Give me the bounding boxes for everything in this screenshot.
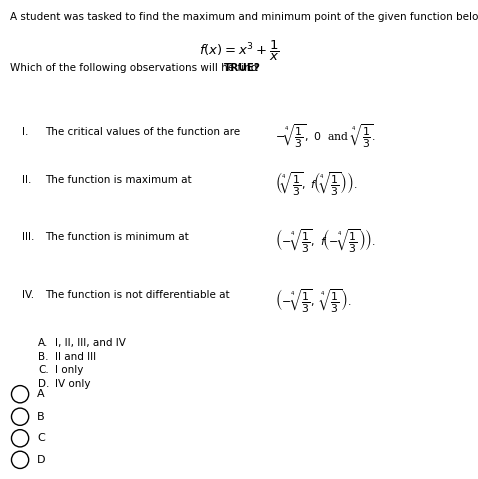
Text: IV.: IV. xyxy=(22,290,33,300)
Text: I.: I. xyxy=(22,127,28,137)
Text: The function is maximum at: The function is maximum at xyxy=(45,175,192,185)
Text: TRUE?: TRUE? xyxy=(224,63,261,73)
Text: I, II, III, and IV: I, II, III, and IV xyxy=(55,338,126,348)
Text: The function is minimum at: The function is minimum at xyxy=(45,232,189,242)
Text: The function is not differentiable at: The function is not differentiable at xyxy=(45,290,230,300)
Text: The critical values of the function are: The critical values of the function are xyxy=(45,127,240,137)
Text: III.: III. xyxy=(22,232,34,242)
Text: A: A xyxy=(37,389,45,399)
Text: Which of the following observations will he find: Which of the following observations will… xyxy=(10,63,260,73)
Text: II and III: II and III xyxy=(55,352,96,362)
Text: B.: B. xyxy=(38,352,49,362)
Text: $f(x) = x^3 + \dfrac{1}{x}$: $f(x) = x^3 + \dfrac{1}{x}$ xyxy=(199,39,279,63)
Text: II.: II. xyxy=(22,175,31,185)
Text: A student was tasked to find the maximum and minimum point of the given function: A student was tasked to find the maximum… xyxy=(10,12,478,22)
Text: B: B xyxy=(37,412,45,422)
Text: IV only: IV only xyxy=(55,379,90,389)
Text: I only: I only xyxy=(55,365,83,376)
Text: C.: C. xyxy=(38,365,49,376)
Text: D: D xyxy=(37,455,46,465)
Text: A.: A. xyxy=(38,338,49,348)
Text: $\left(\sqrt[4]{\dfrac{1}{3}},\ f\!\left(\sqrt[4]{\dfrac{1}{3}}\right)\right).$: $\left(\sqrt[4]{\dfrac{1}{3}},\ f\!\left… xyxy=(275,170,358,197)
Text: D.: D. xyxy=(38,379,50,389)
Text: C: C xyxy=(37,433,45,443)
Text: $\left(-\sqrt[4]{\dfrac{1}{3}},\ f\!\left(-\sqrt[4]{\dfrac{1}{3}}\right)\right).: $\left(-\sqrt[4]{\dfrac{1}{3}},\ f\!\lef… xyxy=(275,228,376,255)
Text: $-\sqrt[4]{\dfrac{1}{3}},\ 0\ $ and $\sqrt[4]{\dfrac{1}{3}}.$: $-\sqrt[4]{\dfrac{1}{3}},\ 0\ $ and $\sq… xyxy=(275,122,376,149)
Text: $\left(-\sqrt[4]{\dfrac{1}{3}},\ \sqrt[4]{\dfrac{1}{3}}\right).$: $\left(-\sqrt[4]{\dfrac{1}{3}},\ \sqrt[4… xyxy=(275,287,351,315)
